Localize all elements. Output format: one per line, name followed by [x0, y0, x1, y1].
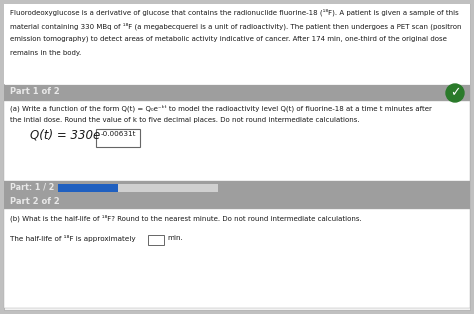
Text: -0.00631t: -0.00631t — [100, 131, 136, 137]
Text: Part 2 of 2: Part 2 of 2 — [10, 197, 60, 206]
Text: The half-life of ¹⁸F is approximately: The half-life of ¹⁸F is approximately — [10, 235, 136, 242]
Bar — [4, 4, 470, 84]
Text: min.: min. — [167, 235, 183, 241]
Text: ✓: ✓ — [450, 86, 460, 100]
Text: material containing 330 MBq of ¹⁸F (a megabecquerel is a unit of radioactivity).: material containing 330 MBq of ¹⁸F (a me… — [10, 22, 462, 30]
Bar — [4, 181, 470, 195]
Text: the intial dose. Round the value of k to five decimal places. Do not round inter: the intial dose. Round the value of k to… — [10, 117, 360, 123]
Bar — [4, 195, 470, 209]
Text: Part 1 of 2: Part 1 of 2 — [10, 87, 60, 96]
Bar — [4, 85, 470, 101]
Text: Q(t) = 330e: Q(t) = 330e — [30, 128, 100, 141]
Bar — [148, 235, 164, 245]
Text: (b) What is the half-life of ¹⁸F? Round to the nearest minute. Do not round inte: (b) What is the half-life of ¹⁸F? Round … — [10, 215, 362, 223]
Text: (a) Write a function of the form Q(t) = Q₀e⁻ᵏᵗ to model the radioactivity level : (a) Write a function of the form Q(t) = … — [10, 105, 432, 112]
Circle shape — [446, 84, 464, 102]
Bar — [96, 129, 140, 147]
Bar — [4, 209, 470, 308]
Bar — [58, 184, 218, 192]
Bar — [58, 184, 118, 192]
Text: remains in the body.: remains in the body. — [10, 50, 81, 56]
Text: Fluorodeoxyglucose is a derivative of glucose that contains the radionuclide flu: Fluorodeoxyglucose is a derivative of gl… — [10, 8, 459, 15]
Bar — [4, 101, 470, 181]
Text: Part: 1 / 2: Part: 1 / 2 — [10, 183, 55, 192]
Text: emission tomography) to detect areas of metabolic activity indicative of cancer.: emission tomography) to detect areas of … — [10, 36, 447, 42]
